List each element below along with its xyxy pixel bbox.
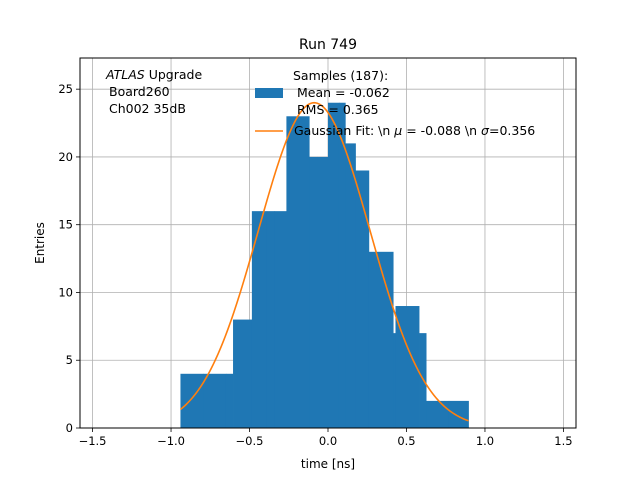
histogram-bar-14 [368, 251, 376, 428]
histogram-bar-11 [338, 102, 346, 428]
legend-fit-part-1: Gaussian Fit: \n [294, 123, 394, 138]
x-axis-label: time [ns] [301, 457, 355, 471]
x-axis-ticks: −1.5 −1.0 −0.5 0.0 0.5 1.0 1.5 [79, 428, 573, 448]
annotation-line-1: ATLAS Upgrade [105, 67, 202, 82]
x-tick-label-6: 1.5 [554, 434, 572, 448]
x-tick-label-2: −0.5 [236, 434, 264, 448]
x-tick-label-5: 1.0 [476, 434, 494, 448]
legend-fit-label: Gaussian Fit: \n μ = -0.088 \n σ=0.356 [294, 123, 535, 138]
legend: Samples (187): Mean = -0.062 RMS = 0.365… [255, 68, 535, 138]
legend-fit-mu: μ [393, 123, 402, 138]
histogram-bar-16 [393, 333, 396, 428]
legend-fit-part-3: =0.356 [489, 123, 535, 138]
histogram-bar-10 [328, 102, 340, 428]
x-tick-label-1: −1.0 [157, 434, 185, 448]
histogram-bar-20 [448, 400, 469, 428]
legend-hist-line-1: Samples (187): [293, 68, 388, 83]
y-tick-label-3: 15 [58, 218, 73, 232]
legend-hist-line-3: RMS = 0.365 [297, 102, 379, 117]
y-tick-label-4: 20 [58, 150, 73, 164]
histogram-bar-3 [233, 319, 253, 428]
histogram-bar-19 [426, 400, 450, 428]
y-tick-label-0: 0 [66, 421, 73, 435]
x-tick-label-0: −1.5 [79, 434, 107, 448]
histogram-bar-6 [274, 211, 287, 428]
legend-fit-sigma: σ [481, 123, 490, 138]
x-tick-label-4: 0.5 [397, 434, 415, 448]
histogram-bars [180, 102, 469, 429]
annotation-line-2: Board260 [109, 84, 170, 99]
legend-hist-line-2: Mean = -0.062 [297, 85, 390, 100]
histogram-bar-17 [395, 306, 420, 428]
histogram-bar-4 [251, 211, 268, 428]
histogram-bar-12 [345, 143, 356, 428]
histogram-bar-13 [355, 170, 370, 428]
y-tick-label-5: 25 [58, 82, 73, 96]
x-tick-label-3: 0.0 [319, 434, 337, 448]
legend-hist-swatch [255, 88, 283, 98]
histogram-bar-1 [203, 373, 227, 428]
annotation-upgrade: Upgrade [145, 67, 203, 82]
histogram-bar-2 [225, 373, 234, 428]
chart-title: Run 749 [299, 37, 357, 53]
y-tick-label-2: 10 [58, 285, 73, 299]
legend-fit-part-2: = -0.088 \n [402, 123, 481, 138]
histogram-bar-8 [309, 156, 318, 428]
histogram-bar-5 [266, 211, 276, 428]
fit-curve [179, 101, 469, 422]
y-axis-ticks: 0 5 10 15 20 25 [58, 82, 80, 435]
annotation-box: ATLAS Upgrade Board260 Ch002 35dB [105, 67, 202, 116]
histogram-bar-18 [419, 333, 427, 428]
annotation-atlas: ATLAS [105, 67, 145, 82]
histogram-bar-9 [317, 156, 329, 428]
y-axis-label: Entries [33, 222, 47, 264]
y-tick-label-1: 5 [66, 353, 73, 367]
annotation-line-3: Ch002 35dB [109, 101, 186, 116]
histogram-bar-7 [286, 116, 310, 429]
gaussian-fit [179, 101, 469, 422]
histogram-bar-0 [180, 373, 204, 428]
